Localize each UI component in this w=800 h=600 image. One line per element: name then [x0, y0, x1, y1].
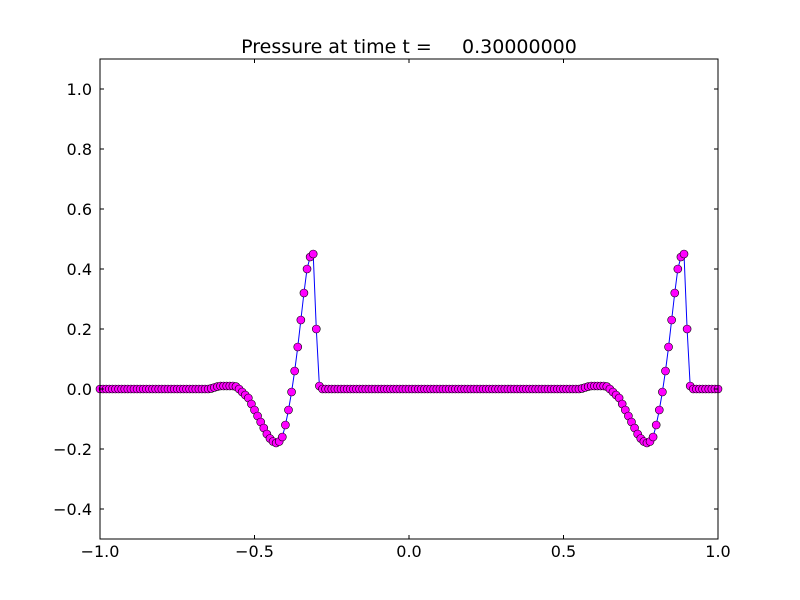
y-tick-label: 0.2	[67, 320, 92, 339]
x-tick-label: 0.0	[396, 542, 421, 561]
data-point	[281, 420, 290, 430]
data-point	[670, 288, 680, 298]
data-point	[287, 387, 296, 397]
data-point	[308, 249, 318, 259]
data-point	[284, 405, 293, 415]
data-point	[667, 315, 676, 325]
x-tick-label: −0.5	[235, 542, 274, 561]
y-tick-label: −0.2	[53, 440, 92, 459]
data-point	[293, 342, 303, 352]
data-point	[664, 342, 673, 352]
data-point	[311, 324, 321, 334]
data-point	[302, 264, 312, 274]
data-point	[278, 432, 287, 442]
data-point	[290, 366, 299, 376]
data-point	[299, 288, 309, 298]
data-point	[654, 405, 664, 415]
data-point	[651, 420, 661, 430]
y-tick-label: 0.4	[67, 260, 92, 279]
y-tick-label: −0.4	[53, 500, 92, 519]
data-point	[648, 432, 658, 442]
y-tick-label: 0.8	[67, 140, 92, 159]
chart-title: Pressure at time t = 0.30000000	[241, 36, 577, 58]
y-tick-label: 0.6	[67, 200, 92, 219]
y-tick-label: 1.0	[67, 80, 92, 99]
x-tick-label: −1.0	[81, 542, 120, 561]
data-point	[296, 315, 306, 325]
data-point	[679, 249, 689, 259]
x-tick-label: 0.5	[551, 542, 576, 561]
data-point	[661, 366, 670, 376]
x-tick-label: 1.0	[705, 542, 730, 561]
data-point	[658, 387, 667, 397]
data-point	[682, 324, 692, 334]
y-tick-label: 0.0	[67, 380, 92, 399]
data-point	[673, 264, 683, 274]
